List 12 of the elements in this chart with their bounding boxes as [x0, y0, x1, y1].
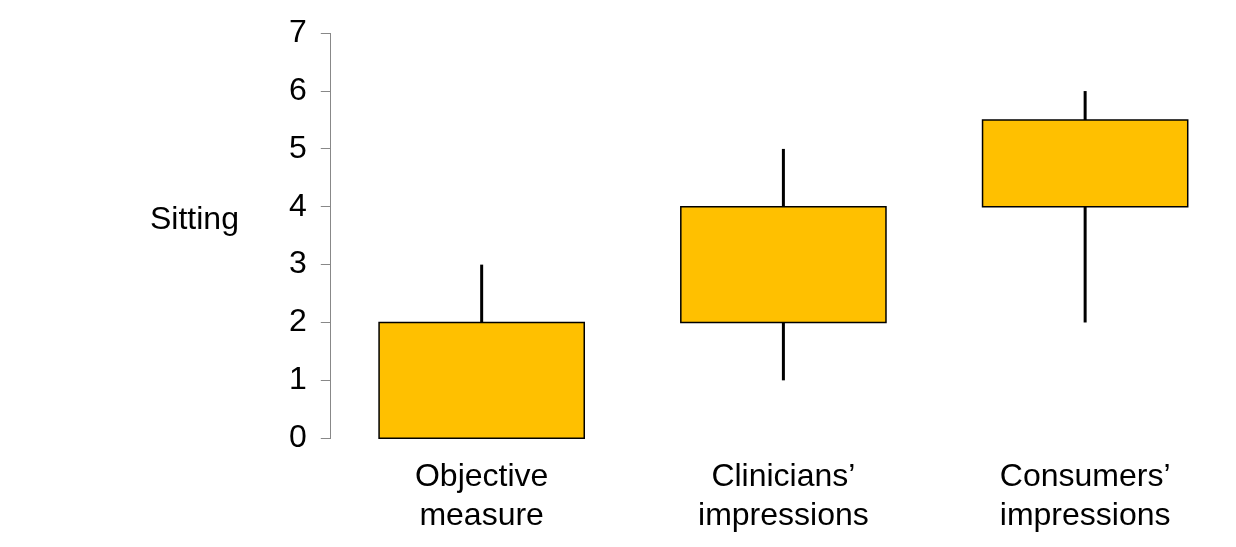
y-tick-label: 5	[289, 128, 307, 165]
x-tick-label: Objective measure	[414, 457, 549, 532]
y-tick-label: 4	[289, 186, 307, 223]
y-tick-label: 6	[289, 70, 307, 107]
x-tick-label: Consumers’ impressions	[999, 457, 1171, 532]
y-tick-label: 3	[289, 244, 307, 281]
y-axis-title: Sitting	[150, 200, 239, 237]
y-tick-label: 1	[289, 360, 307, 397]
y-tick-label: 2	[289, 302, 307, 339]
y-tick-label: 0	[289, 418, 307, 455]
y-tick-label: 7	[289, 13, 307, 50]
x-tick-label: Clinicians’ impressions	[698, 457, 869, 532]
